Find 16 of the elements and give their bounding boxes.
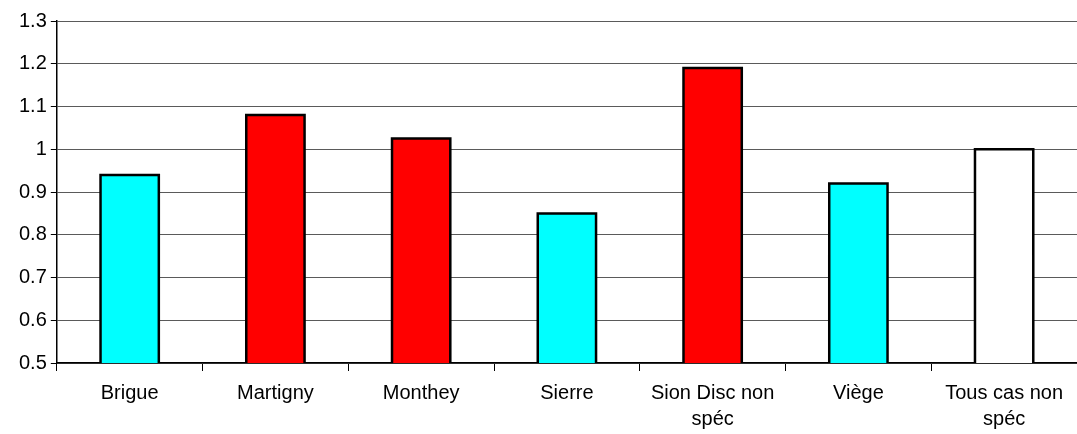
y-tick-label: 1.3 [18,8,47,31]
y-tick-label: 0.7 [18,265,47,288]
y-tick-label: 1 [35,136,47,159]
y-tick-label: 1.1 [18,94,47,117]
x-tick-label: Sierre [540,380,594,403]
y-tick-label: 0.9 [18,179,47,202]
x-tick-label: Monthey [382,380,460,403]
y-tick-label: 1.2 [18,51,47,74]
x-tick-label: Martigny [237,380,314,403]
y-tick-label: 0.8 [18,222,47,245]
y-tick-label: 0.6 [18,307,47,330]
x-tick-label: Tous cas non spéc [945,380,1064,429]
x-tick-label: Sion Disc non spéc [650,380,775,429]
x-tick-label: Brigue [100,380,159,403]
x-tick-label: Viège [832,380,884,403]
y-tick-label: 0.5 [18,350,47,373]
